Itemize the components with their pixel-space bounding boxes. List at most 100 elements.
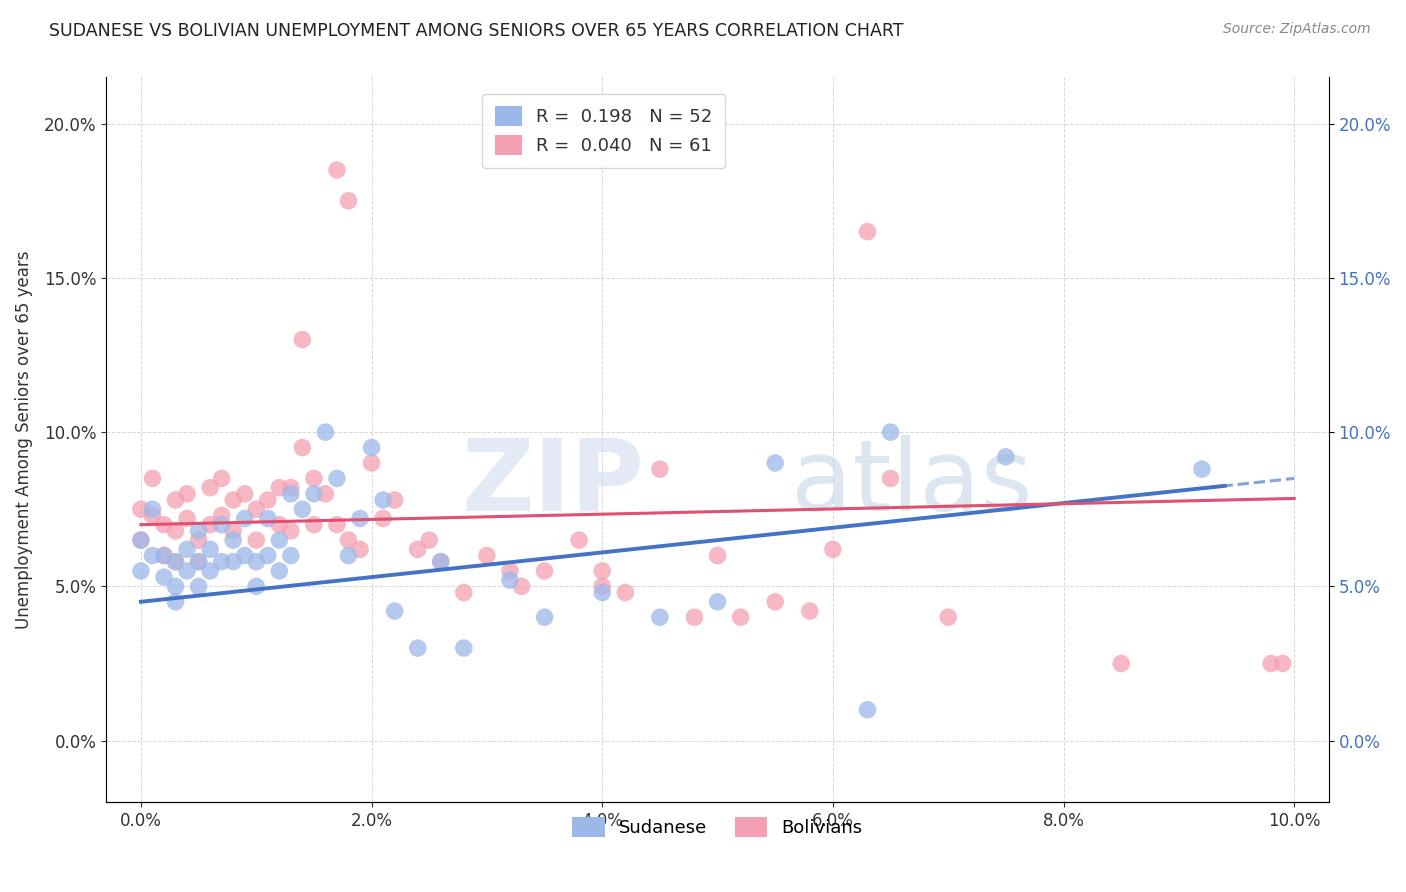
Point: [153, 549, 176, 563]
Point: [349, 511, 371, 525]
Point: [648, 462, 671, 476]
Point: [706, 595, 728, 609]
Point: [211, 508, 233, 523]
Point: [406, 641, 429, 656]
Point: [453, 641, 475, 656]
Point: [418, 533, 440, 547]
Point: [129, 502, 152, 516]
Point: [856, 703, 879, 717]
Point: [141, 508, 163, 523]
Point: [291, 502, 314, 516]
Point: [153, 549, 176, 563]
Point: [648, 610, 671, 624]
Point: [153, 570, 176, 584]
Point: [176, 487, 198, 501]
Point: [153, 517, 176, 532]
Point: [1271, 657, 1294, 671]
Point: [302, 517, 325, 532]
Point: [176, 542, 198, 557]
Point: [1260, 657, 1282, 671]
Point: [245, 502, 267, 516]
Text: SUDANESE VS BOLIVIAN UNEMPLOYMENT AMONG SENIORS OVER 65 YEARS CORRELATION CHART: SUDANESE VS BOLIVIAN UNEMPLOYMENT AMONG …: [49, 22, 904, 40]
Point: [591, 564, 613, 578]
Point: [1109, 657, 1132, 671]
Point: [994, 450, 1017, 464]
Point: [141, 549, 163, 563]
Point: [280, 487, 302, 501]
Point: [198, 542, 221, 557]
Point: [453, 585, 475, 599]
Point: [198, 564, 221, 578]
Point: [591, 579, 613, 593]
Point: [799, 604, 821, 618]
Point: [141, 502, 163, 516]
Point: [187, 555, 209, 569]
Point: [568, 533, 591, 547]
Text: Source: ZipAtlas.com: Source: ZipAtlas.com: [1223, 22, 1371, 37]
Point: [198, 517, 221, 532]
Point: [360, 456, 382, 470]
Point: [763, 456, 786, 470]
Point: [879, 425, 901, 439]
Point: [129, 533, 152, 547]
Point: [165, 579, 187, 593]
Point: [187, 579, 209, 593]
Point: [533, 610, 555, 624]
Point: [302, 471, 325, 485]
Point: [245, 579, 267, 593]
Point: [337, 549, 360, 563]
Point: [499, 564, 522, 578]
Point: [211, 555, 233, 569]
Point: [256, 549, 278, 563]
Point: [614, 585, 637, 599]
Point: [165, 555, 187, 569]
Point: [176, 564, 198, 578]
Point: [1191, 462, 1213, 476]
Point: [165, 595, 187, 609]
Point: [936, 610, 959, 624]
Point: [269, 481, 291, 495]
Legend: Sudanese, Bolivians: Sudanese, Bolivians: [565, 810, 870, 844]
Point: [245, 555, 267, 569]
Point: [187, 533, 209, 547]
Point: [222, 493, 245, 508]
Point: [256, 493, 278, 508]
Point: [187, 555, 209, 569]
Point: [510, 579, 533, 593]
Point: [256, 511, 278, 525]
Point: [141, 471, 163, 485]
Point: [245, 533, 267, 547]
Point: [406, 542, 429, 557]
Point: [371, 511, 394, 525]
Point: [233, 549, 256, 563]
Point: [337, 533, 360, 547]
Point: [706, 549, 728, 563]
Text: atlas: atlas: [792, 434, 1032, 532]
Point: [499, 573, 522, 587]
Point: [360, 441, 382, 455]
Point: [233, 511, 256, 525]
Point: [856, 225, 879, 239]
Point: [291, 441, 314, 455]
Point: [211, 517, 233, 532]
Point: [763, 595, 786, 609]
Point: [269, 564, 291, 578]
Point: [371, 493, 394, 508]
Point: [280, 524, 302, 538]
Text: ZIP: ZIP: [461, 434, 644, 532]
Point: [222, 555, 245, 569]
Point: [176, 511, 198, 525]
Point: [269, 533, 291, 547]
Point: [280, 549, 302, 563]
Point: [326, 163, 349, 178]
Point: [233, 487, 256, 501]
Point: [314, 425, 336, 439]
Point: [302, 487, 325, 501]
Point: [730, 610, 752, 624]
Point: [591, 585, 613, 599]
Point: [198, 481, 221, 495]
Point: [429, 555, 451, 569]
Point: [337, 194, 360, 208]
Point: [280, 481, 302, 495]
Point: [291, 333, 314, 347]
